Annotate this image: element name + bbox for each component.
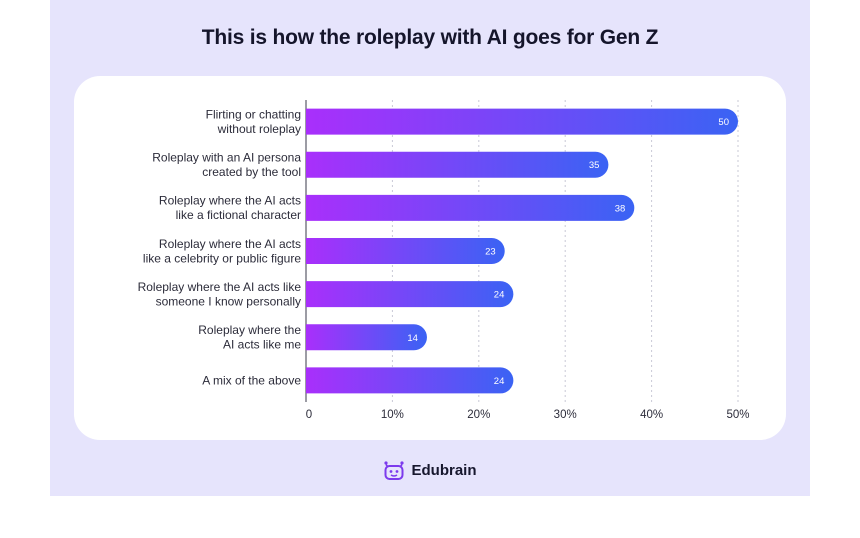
x-tick-label: 20% (467, 409, 490, 421)
bar-value-label: 24 (494, 376, 505, 387)
chart-title: This is how the roleplay with AI goes fo… (201, 26, 659, 49)
bar-chart: 0 10% 20% 30% 40% 50% 50 Flirting or chatting wi… (138, 100, 750, 421)
bar (306, 151, 609, 178)
brand-name: Edubrain (411, 461, 477, 479)
bar (306, 238, 505, 264)
robot-face-icon (384, 461, 405, 480)
bar-value-label: 38 (615, 203, 626, 214)
x-tick-label: 10% (381, 409, 404, 421)
bar-value-label: 23 (485, 247, 496, 258)
bar-value-label: 14 (407, 333, 418, 344)
category-label: Roleplay with an AI persona created by th… (152, 150, 301, 179)
chart-card: 0 10% 20% 30% 40% 50% 50 Flirting or chatting wi… (74, 76, 786, 440)
bar (306, 367, 514, 394)
brand-footer: Edubrain (50, 459, 810, 481)
background-panel: This is how the roleplay with AI goes fo… (50, 0, 810, 496)
category-label: Flirting or chatting without roleplay (206, 107, 301, 136)
bar-value-label: 35 (589, 160, 600, 171)
x-tick-label: 40% (640, 409, 663, 421)
x-tick-label: 50% (726, 409, 749, 421)
category-label: Roleplay where the AI acts like someone I… (138, 280, 302, 309)
category-label: Roleplay where the AI acts like me (198, 323, 301, 352)
x-tick-label: 30% (554, 409, 577, 421)
bar-value-label: 24 (494, 290, 505, 301)
bar (306, 281, 514, 308)
bar (306, 108, 738, 135)
bar-value-label: 50 (718, 117, 729, 128)
bar (306, 194, 635, 221)
category-label: Roleplay where the AI acts like a celebri… (143, 237, 301, 266)
bar (306, 324, 427, 351)
category-label: Roleplay where the AI acts like a fiction… (159, 194, 301, 223)
x-tick-label: 0 (306, 409, 312, 421)
category-label: A mix of the above (202, 373, 301, 387)
